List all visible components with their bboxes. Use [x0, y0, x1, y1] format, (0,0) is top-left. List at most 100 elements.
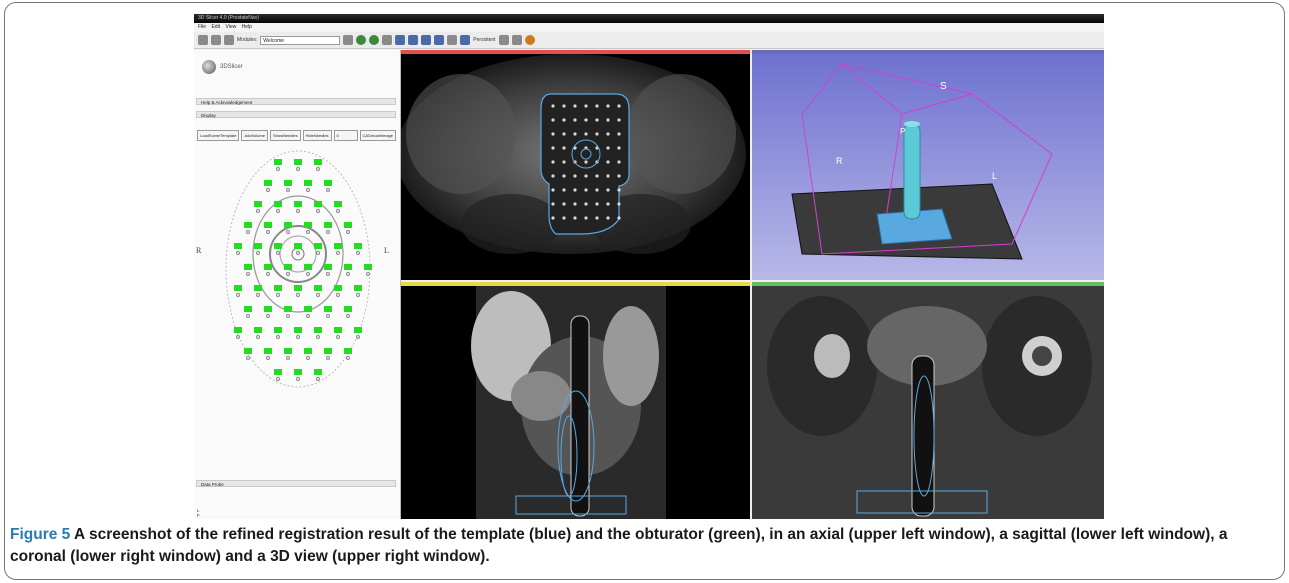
load-scene-icon[interactable] — [211, 35, 221, 45]
help-section-header[interactable]: Help & Acknowledgement — [196, 98, 396, 105]
3d-view-bar[interactable] — [752, 50, 1104, 54]
fiducial-icon[interactable] — [524, 35, 535, 45]
cad-model-image-button[interactable]: CADmodelImage — [359, 130, 397, 141]
axial-hole — [584, 216, 588, 220]
menu-view[interactable]: View — [225, 24, 237, 30]
obturator-hole — [344, 348, 352, 354]
obturator-hole — [354, 327, 362, 333]
template-hole — [336, 293, 340, 297]
axial-hole — [595, 118, 599, 122]
obturator-hole — [314, 369, 322, 375]
obturator-hole — [324, 306, 332, 312]
template-hole — [286, 272, 290, 276]
hide-needles-button[interactable]: HideNeedles — [302, 130, 332, 141]
obturator-hole — [324, 222, 332, 228]
template-hole — [256, 251, 260, 255]
load-data-icon[interactable] — [198, 35, 208, 45]
obturator-hole — [284, 264, 292, 270]
menu-file[interactable]: File — [198, 24, 207, 30]
axial-hole — [617, 104, 621, 108]
obturator-hole — [234, 285, 242, 291]
obturator-hole — [294, 243, 302, 249]
template-hole — [266, 188, 270, 192]
load-scene-template-button[interactable]: LoadSceneTemplate — [197, 130, 240, 141]
template-hole — [336, 335, 340, 339]
screenshot-icon[interactable] — [498, 35, 509, 45]
axial-hole — [573, 216, 577, 220]
crosshair-icon[interactable] — [460, 35, 471, 45]
template-hole — [316, 209, 320, 213]
axial-hole — [606, 188, 610, 192]
axial-hole — [573, 188, 577, 192]
obturator-hole — [314, 159, 322, 165]
template-hole — [296, 167, 300, 171]
template-hole — [256, 293, 260, 297]
obturator-hole — [344, 222, 352, 228]
3d-label-r: R — [836, 156, 843, 166]
axial-hole — [606, 146, 610, 150]
save-icon[interactable] — [224, 35, 234, 45]
template-hole — [266, 230, 270, 234]
add-volume-button[interactable]: AddVolume — [241, 130, 268, 141]
obturator-hole — [294, 369, 302, 375]
template-hole — [316, 167, 320, 171]
sagittal-view[interactable] — [401, 282, 750, 519]
back-icon[interactable] — [356, 35, 367, 45]
module-selector[interactable]: Welcome — [260, 35, 341, 45]
menu-help[interactable]: Help — [241, 24, 252, 30]
obturator-hole — [244, 222, 252, 228]
template-hole — [326, 188, 330, 192]
axial-hole — [606, 202, 610, 206]
caption-text: A screenshot of the refined registration… — [10, 526, 1228, 565]
axial-hole — [617, 160, 621, 164]
template-hole — [246, 230, 250, 234]
models-icon[interactable] — [421, 35, 432, 45]
coronal-view[interactable] — [752, 282, 1104, 519]
persistent-label[interactable]: Persistent — [473, 37, 496, 43]
axial-hole — [584, 104, 588, 108]
template-hole — [246, 272, 250, 276]
axial-hole — [551, 132, 555, 136]
template-hole — [346, 230, 350, 234]
axial-view[interactable] — [401, 50, 750, 280]
home-icon[interactable] — [382, 35, 393, 45]
show-needles-button[interactable]: ShowNeedles — [269, 130, 301, 141]
needle-spinbox[interactable]: 0 — [333, 130, 358, 141]
template-hole — [296, 377, 300, 381]
green-slice-bar[interactable] — [752, 282, 1104, 286]
obturator-hole — [294, 327, 302, 333]
display-section-header[interactable]: Display — [196, 111, 396, 118]
forward-icon[interactable] — [369, 35, 380, 45]
obturator-hole — [254, 327, 262, 333]
red-slice-bar[interactable] — [401, 50, 750, 54]
axial-hole — [617, 118, 621, 122]
axial-hole — [606, 216, 610, 220]
obturator-hole — [304, 264, 312, 270]
obturator-hole — [274, 369, 282, 375]
template-hole — [236, 335, 240, 339]
obturator-hole — [274, 285, 282, 291]
template-hole — [306, 230, 310, 234]
axial-hole — [595, 132, 599, 136]
obturator-hole — [284, 306, 292, 312]
template-hole — [316, 335, 320, 339]
data-probe-section-header[interactable]: Data Probe — [196, 480, 396, 487]
template-hole — [246, 356, 250, 360]
data-icon[interactable] — [395, 35, 406, 45]
yellow-slice-bar[interactable] — [401, 282, 750, 286]
axial-hole — [617, 146, 621, 150]
layout-grid-icon[interactable] — [447, 35, 458, 45]
obturator-hole — [324, 348, 332, 354]
extensions-icon[interactable] — [511, 35, 522, 45]
template-hole — [246, 314, 250, 318]
editor-icon[interactable] — [434, 35, 445, 45]
volumes-icon[interactable] — [408, 35, 419, 45]
menu-edit[interactable]: Edit — [211, 24, 221, 30]
3d-view[interactable]: S P R L — [752, 50, 1104, 280]
axial-hole — [562, 146, 566, 150]
layout-icon[interactable] — [343, 35, 354, 45]
figure-caption: Figure 5 A screenshot of the refined reg… — [10, 524, 1275, 568]
axial-hole — [617, 174, 621, 178]
template-hole — [286, 188, 290, 192]
template-hole — [356, 335, 360, 339]
